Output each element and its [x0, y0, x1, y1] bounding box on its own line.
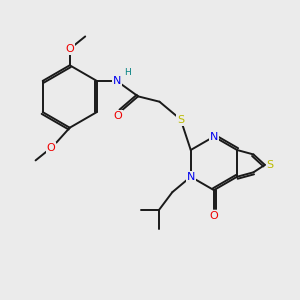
Text: O: O — [209, 211, 218, 221]
Text: O: O — [65, 44, 74, 54]
Text: O: O — [113, 111, 122, 121]
Text: S: S — [267, 160, 274, 170]
Text: H: H — [124, 68, 131, 77]
Text: N: N — [112, 76, 121, 86]
Text: O: O — [46, 143, 56, 153]
Text: N: N — [210, 132, 218, 142]
Text: S: S — [177, 115, 184, 125]
Text: N: N — [187, 172, 195, 182]
